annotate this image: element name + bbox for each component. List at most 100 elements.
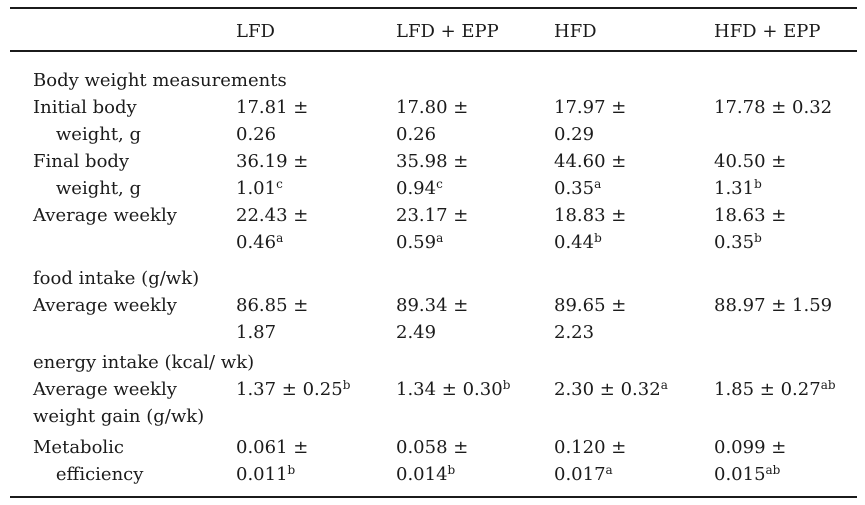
significance-superscript: a [276, 231, 284, 245]
cell-line: 1.31b [714, 177, 762, 199]
cell-line: 17.81 ± [236, 97, 309, 118]
cell-line: 0.120 ± [554, 437, 627, 458]
significance-superscript: b [287, 463, 296, 477]
column-header: LFD + EPP [396, 18, 554, 45]
table-body: Body weight measurements Initial body wei… [10, 52, 857, 496]
cell-line: 40.50 ± [714, 151, 787, 172]
cell-line: food intake (g/wk) [33, 268, 200, 289]
cell-line: 0.29 [554, 124, 595, 145]
table-header-row: LFD LFD + EPP HFD HFD + EPP [10, 9, 857, 50]
value-cell: 44.60 ± 0.35a [554, 148, 714, 202]
cell-line: weight, g [33, 124, 142, 145]
table-row: Average weekly weight gain (g/wk) 1.37 ± 0… [10, 376, 857, 430]
significance-superscript: ab [820, 378, 836, 392]
cell-line: 1.87 [236, 322, 277, 343]
row-label-cell: Final body weight, g [10, 148, 236, 202]
cell-line: Body weight measurements [33, 70, 287, 91]
cell-line: 1.01c [236, 177, 283, 199]
table-row: Average weekly energy intake (kcal/ wk) 86… [10, 292, 857, 376]
column-header: LFD [236, 18, 396, 45]
cell-line: 2.23 [554, 322, 595, 343]
cell-line: 88.97 ± 1.59 [714, 295, 833, 316]
value-cell: 2.30 ± 0.32a [554, 376, 714, 430]
cell-line: 36.19 ± [236, 151, 309, 172]
row-label-cell: Average weekly food intake (g/wk) [10, 202, 236, 292]
value-cell: 86.85 ± 1.87 [236, 292, 396, 376]
significance-superscript: b [342, 378, 351, 392]
cell-line: 0.058 ± [396, 437, 469, 458]
cell-line: 0.014b [396, 463, 456, 485]
cell-line: 0.35b [714, 231, 762, 253]
cell-line: 17.80 ± [396, 97, 469, 118]
cell-line: 22.43 ± [236, 205, 309, 226]
value-cell: 0.120 ± 0.017a [554, 434, 714, 488]
cell-line: efficiency [33, 464, 144, 485]
cell-line: 2.30 ± 0.32a [554, 378, 668, 400]
cell-line: 35.98 ± [396, 151, 469, 172]
cell-line: 44.60 ± [554, 151, 627, 172]
significance-superscript: a [436, 231, 444, 245]
cell-line: 17.97 ± [554, 97, 627, 118]
value-cell: 88.97 ± 1.59 [714, 292, 857, 376]
table-top-rule [10, 7, 857, 9]
value-cell: 36.19 ± 1.01c [236, 148, 396, 202]
value-cell: 89.65 ± 2.23 [554, 292, 714, 376]
cell-line: 2.49 [396, 322, 437, 343]
value-cell: 35.98 ± 0.94c [396, 148, 554, 202]
value-cell [554, 67, 714, 94]
cell-line: 17.78 ± 0.32 [714, 97, 833, 118]
cell-line: LFD [236, 21, 275, 42]
section-header-row: Body weight measurements [10, 67, 857, 94]
row-label-cell: Average weekly energy intake (kcal/ wk) [10, 292, 254, 376]
cell-line: weight, g [33, 178, 142, 199]
cell-line: 18.83 ± [554, 205, 627, 226]
table-header-rule [10, 50, 857, 52]
cell-line: 0.59a [396, 231, 444, 253]
significance-superscript: a [605, 463, 613, 477]
cell-line [33, 18, 236, 45]
column-header: HFD + EPP [714, 18, 857, 45]
significance-superscript: b [754, 177, 762, 191]
cell-line: HFD [554, 21, 597, 42]
cell-line: 0.46a [236, 231, 284, 253]
cell-line: LFD + EPP [396, 21, 499, 42]
table-row: Average weekly food intake (g/wk) 22.43 ± 0… [10, 202, 857, 292]
value-cell: 40.50 ± 1.31b [714, 148, 857, 202]
cell-line: 0.26 [396, 124, 437, 145]
significance-superscript: a [660, 378, 668, 392]
value-cell [236, 67, 396, 94]
cell-line: 89.65 ± [554, 295, 627, 316]
cell-line: 18.63 ± [714, 205, 787, 226]
cell-line: 1.37 ± 0.25b [236, 378, 351, 400]
value-cell: 0.058 ± 0.014b [396, 434, 554, 488]
cell-line: 1.34 ± 0.30b [396, 378, 511, 400]
value-cell: 17.80 ± 0.26 [396, 94, 554, 148]
value-cell: 18.63 ± 0.35b [714, 202, 857, 292]
cell-line: 0.061 ± [236, 437, 309, 458]
value-cell: 89.34 ± 2.49 [396, 292, 554, 376]
value-cell: 1.37 ± 0.25b [236, 376, 396, 430]
cell-line: 86.85 ± [236, 295, 309, 316]
table-row: Initial body weight, g 17.81 ±0.26 17.80 ±… [10, 94, 857, 148]
table-bottom-rule [10, 496, 857, 498]
significance-superscript: b [502, 378, 511, 392]
significance-superscript: c [436, 177, 443, 191]
cell-line: 0.011b [236, 463, 296, 485]
cell-line: weight gain (g/wk) [33, 406, 205, 427]
table-row: Metabolic efficiency 0.061 ± 0.011b 0.058 ±… [10, 434, 857, 488]
significance-superscript: ab [765, 463, 781, 477]
value-cell [396, 67, 554, 94]
cell-line: Metabolic [33, 437, 125, 458]
cell-line: HFD + EPP [714, 21, 821, 42]
cell-line: Average weekly [33, 205, 177, 226]
table-row: Final body weight, g 36.19 ±1.01c 35.98 ±0… [10, 148, 857, 202]
value-cell: 18.83 ± 0.44b [554, 202, 714, 292]
cell-line [33, 319, 236, 346]
value-cell: 23.17 ± 0.59a [396, 202, 554, 292]
significance-superscript: b [594, 231, 602, 245]
corner-header-cell [10, 18, 236, 45]
cell-line: Final body [33, 151, 130, 172]
cell-line: 0.44b [554, 231, 602, 253]
value-cell: 1.85 ± 0.27ab [714, 376, 857, 430]
row-label-cell: Body weight measurements [10, 67, 287, 94]
